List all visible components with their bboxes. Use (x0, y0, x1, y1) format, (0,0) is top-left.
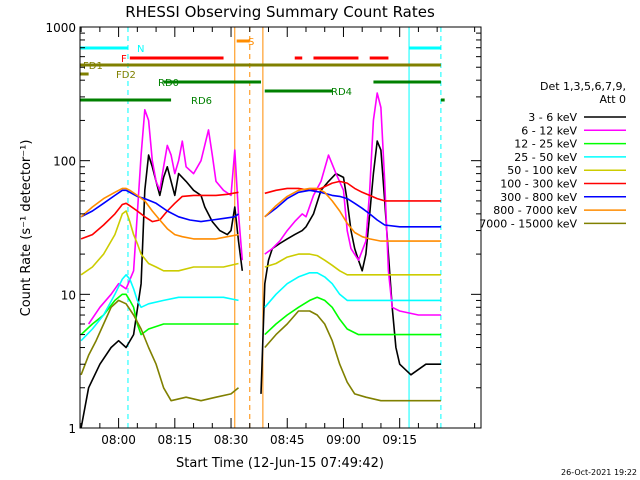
series-line-300-800-kev (264, 189, 441, 228)
legend-label: 7000 - 15000 keV (479, 217, 577, 230)
series-line-7000-15000-kev (264, 310, 441, 402)
series-line-50-100-kev (80, 210, 239, 276)
x-tick-label: 09:00 (326, 433, 361, 447)
y-tick-label: 1 (68, 422, 76, 436)
series-line-6-12-kev (87, 109, 244, 325)
legend-label: 300 - 800 keV (500, 191, 577, 204)
series-line-100-300-kev (80, 191, 239, 240)
y-tick-label: 100 (53, 155, 76, 169)
flag-label-fd2: FD2 (116, 70, 136, 81)
series-line-12-25-kev (80, 293, 239, 336)
x-tick-label: 08:45 (270, 433, 305, 447)
y-tick-label: 10 (61, 288, 76, 302)
series-line-800-7000-kev (80, 187, 239, 240)
x-tick-label: 08:00 (101, 433, 136, 447)
flag-label-fd1: FD1 (83, 61, 103, 72)
legend-header-attenuator: Att 0 (600, 93, 626, 106)
series-line-25-50-kev (264, 271, 441, 308)
legend-label: 100 - 300 keV (500, 178, 577, 191)
series-line-3-6-kev (80, 154, 244, 428)
legend-label: 50 - 100 keV (507, 164, 577, 177)
flag-label-n: N (137, 44, 144, 55)
legend-label: 12 - 25 keV (514, 138, 577, 151)
y-tick-label: 1000 (45, 21, 76, 35)
flag-label-rd6: RD6 (191, 96, 212, 107)
legend-label: 25 - 50 keV (514, 151, 577, 164)
series-line-6-12-kev (264, 92, 441, 316)
series-line-25-50-kev (80, 273, 239, 342)
series-line-800-7000-kev (264, 187, 441, 242)
series-line-12-25-kev (264, 296, 441, 336)
x-tick-label: 08:30 (214, 433, 249, 447)
flag-label-f: F (121, 54, 127, 65)
series-line-7000-15000-kev (80, 299, 240, 402)
x-tick-label: 09:15 (382, 433, 417, 447)
legend-label: 800 - 7000 keV (493, 204, 577, 217)
x-axis-label: Start Time (12-Jun-15 07:49:42) (176, 456, 384, 471)
series-line-50-100-kev (264, 253, 441, 276)
chart-title: RHESSI Observing Summary Count Rates (125, 3, 435, 21)
legend-header-detectors: Det 1,3,5,6,7,9, (540, 80, 626, 93)
series-line-300-800-kev (80, 189, 239, 223)
x-tick-label: 08:15 (158, 433, 193, 447)
legend-label: 6 - 12 keV (521, 124, 577, 137)
flag-label-rd4: RD4 (331, 87, 352, 98)
flag-label-rd0: RD0 (158, 78, 179, 89)
y-axis-label: Count Rate (s⁻¹ detector⁻¹) (19, 140, 34, 317)
date-stamp: 26-Oct-2021 19:22 (561, 468, 637, 477)
axes: 1 10 100 1000 08:00 08:15 08:30 08:45 09:00 09:15 (45, 21, 482, 447)
legend-label: 3 - 6 keV (528, 111, 577, 124)
flag-label-s: S (248, 37, 254, 48)
series-line-100-300-kev (264, 180, 441, 202)
plot-area: NF S FD1 FD2 RD0 RD4 RD6 (80, 27, 445, 428)
plot-frame (79, 26, 482, 429)
